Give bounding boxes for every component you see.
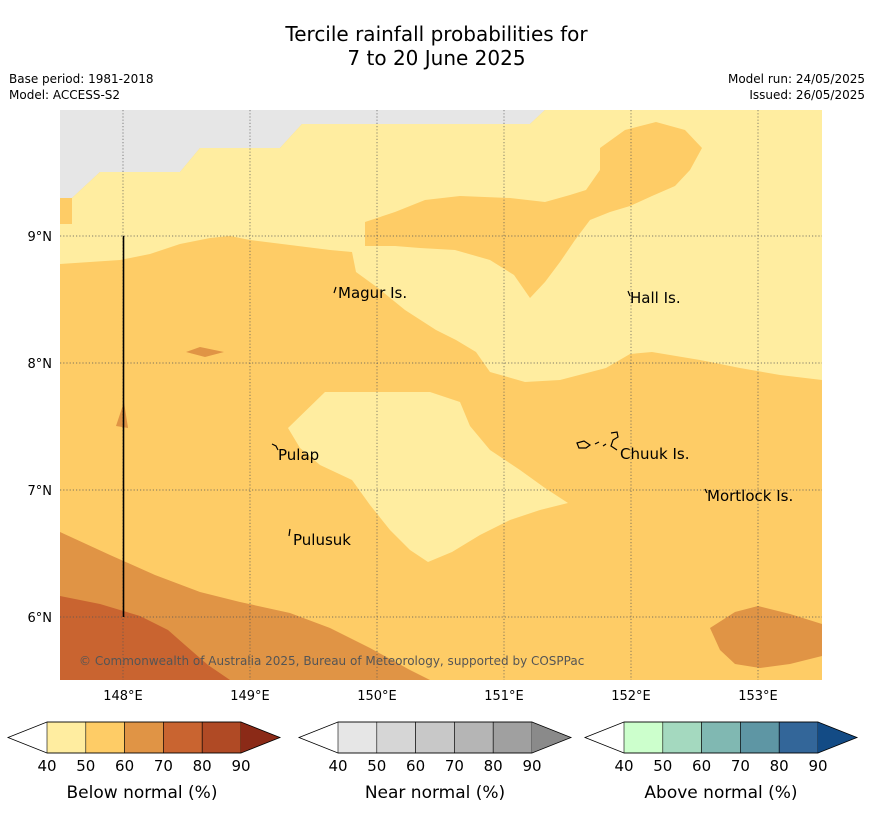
x-tick-148e: 148°E [103, 689, 143, 704]
colorbar-near-tick: 50 [367, 757, 386, 775]
colorbar-above-tick: 80 [770, 757, 789, 775]
colorbar-near-segment [454, 721, 494, 754]
colorbar-below-tick: 50 [76, 757, 95, 775]
colorbar-below-segment [201, 721, 242, 754]
colorbar-below-segment [85, 721, 125, 754]
title-line-2: 7 to 20 June 2025 [347, 46, 526, 70]
x-tick-153e: 153°E [738, 689, 778, 704]
base-period: Base period: 1981-2018 [9, 72, 154, 86]
colorbar-near-title: Near normal (%) [365, 783, 505, 803]
region-below-60-70-southeast [710, 606, 822, 668]
map-area: Magur Is. Hall Is. Pulap Chuuk Is. Mortl… [60, 110, 822, 680]
colorbar-near-normal: 40 50 60 70 80 90 Near normal (%) [297, 721, 573, 803]
region-below-50-60-north-blob [365, 122, 702, 298]
colorbar-below-segment [46, 721, 87, 754]
colorbar-below-segment [124, 721, 164, 754]
place-mortlock-is: Mortlock Is. [707, 487, 793, 505]
mortlock-island-mark [704, 488, 708, 494]
colorbar-above-segment [701, 721, 741, 754]
copyright-notice: © Commonwealth of Australia 2025, Bureau… [79, 654, 584, 668]
place-pulap: Pulap [278, 446, 319, 464]
x-tick-149e: 149°E [230, 689, 270, 704]
place-chuuk-is: Chuuk Is. [620, 445, 689, 463]
chuuk-lagoon-outline [576, 431, 619, 451]
colorbar-below-tick: 80 [193, 757, 212, 775]
meta-right: Model run: 24/05/2025 Issued: 26/05/2025 [728, 71, 865, 103]
pulusuk-island-mark [288, 528, 291, 537]
colorbar-near-tick: 90 [522, 757, 541, 775]
region-below-60-70-patch-tip [116, 402, 128, 428]
colorbar-below-tick: 90 [231, 757, 250, 775]
colorbar-below-normal: 40 50 60 70 80 90 Below normal (%) [6, 721, 282, 803]
colorbar-above-tick: 50 [653, 757, 672, 775]
colorbar-above-tick: 70 [731, 757, 750, 775]
colorbar-above-segment [778, 721, 819, 754]
colorbar-near-max-arrow [532, 722, 571, 753]
colorbar-near-tick: 80 [484, 757, 503, 775]
colorbar-near-segment [376, 721, 416, 754]
colorbar-above-tick: 40 [614, 757, 633, 775]
colorbar-above-normal: 40 50 60 70 80 90 Above normal (%) [583, 721, 859, 803]
model-name: Model: ACCESS-S2 [9, 88, 121, 102]
colorbar-near-segment [337, 721, 378, 754]
y-tick-7n: 7°N [28, 484, 53, 499]
colorbar-near-segment [415, 721, 455, 754]
magur-island-mark [333, 286, 337, 294]
colorbar-below-outline [6, 721, 282, 754]
colorbar-above-title: Above normal (%) [644, 783, 797, 803]
place-pulusuk: Pulusuk [293, 531, 351, 549]
colorbar-below-min-arrow [8, 722, 47, 753]
pulap-island-mark [271, 443, 279, 451]
colorbar-above-max-arrow [818, 722, 857, 753]
region-below-60-70-patch-west [186, 347, 224, 357]
y-axis-ticks: 9°N 8°N 7°N 6°N [28, 230, 53, 626]
no-data-region [60, 110, 545, 198]
place-magur-is: Magur Is. [338, 284, 407, 302]
x-axis-ticks: 148°E 149°E 150°E 151°E 152°E 153°E [103, 689, 778, 704]
region-below-40-50-central [288, 392, 568, 562]
colorbar-above-tick: 60 [692, 757, 711, 775]
x-tick-151e: 151°E [484, 689, 524, 704]
colorbar-below-title: Below normal (%) [67, 783, 218, 803]
colorbar-above-segment [662, 721, 702, 754]
colorbar-above-tick: 90 [808, 757, 827, 775]
hall-island-mark [627, 290, 631, 297]
x-tick-152e: 152°E [611, 689, 651, 704]
colorbar-near-segment [492, 721, 533, 754]
island-outlines [271, 286, 708, 537]
model-run: Model run: 24/05/2025 [727, 72, 865, 86]
meta-left: Base period: 1981-2018 Model: ACCESS-S2 [9, 71, 154, 103]
colorbar-below-tick: 70 [154, 757, 173, 775]
map-title: Tercile rainfall probabilities for 7 to … [0, 22, 873, 70]
issued-date: Issued: 26/05/2025 [749, 88, 865, 102]
colorbar-near-tick: 70 [445, 757, 464, 775]
colorbar-below-max-arrow [241, 722, 280, 753]
colorbar-near-outline [297, 721, 573, 754]
title-line-1: Tercile rainfall probabilities for [285, 22, 588, 46]
place-hall-is: Hall Is. [630, 289, 681, 307]
y-tick-8n: 8°N [28, 357, 53, 372]
colorbar-below-segment [163, 721, 203, 754]
colorbar-above-min-arrow [585, 722, 624, 753]
y-tick-6n: 6°N [28, 611, 53, 626]
colorbar-above-segment [740, 721, 780, 754]
colorbar-above-segment [623, 721, 664, 754]
colorbar-near-tick: 60 [406, 757, 425, 775]
colorbar-near-tick: 40 [328, 757, 347, 775]
x-tick-150e: 150°E [357, 689, 397, 704]
colorbar-near-min-arrow [299, 722, 338, 753]
colorbar-above-outline [583, 721, 859, 754]
colorbar-below-tick: 60 [115, 757, 134, 775]
y-tick-9n: 9°N [28, 230, 53, 245]
colorbar-below-tick: 40 [37, 757, 56, 775]
